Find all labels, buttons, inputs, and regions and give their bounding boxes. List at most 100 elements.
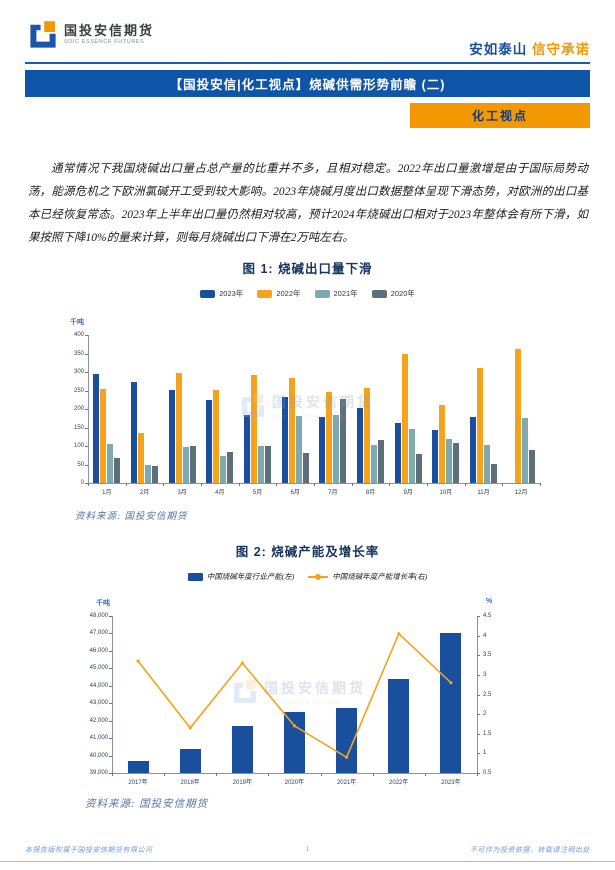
chart1-bar — [432, 430, 439, 483]
chart1-x-tick-label: 6月 — [290, 490, 300, 496]
chart1-y-tick — [85, 372, 88, 373]
chart1-bar — [206, 400, 213, 483]
chart2-right-tick-label: 2.5 — [483, 691, 492, 698]
chart2-x-tick — [112, 773, 113, 776]
chart1-bar — [528, 450, 535, 483]
chart2-x-tick-label: 2019年 — [232, 780, 253, 786]
company-name-en: SDIC ESSENCE FUTURES — [64, 39, 145, 46]
company-name: 国投安信期货 — [64, 23, 155, 39]
legend-label: 2020年 — [390, 289, 415, 298]
chart2-left-tick — [109, 650, 112, 652]
chart1-x-tick-label: 5月 — [252, 490, 263, 496]
chart1-x-tick-label: 7月 — [328, 490, 338, 496]
chart1-bar — [295, 416, 302, 483]
chart2-x-tick — [268, 773, 270, 776]
chart2-right-tick-label: 1 — [483, 750, 487, 757]
company-logo: 国投安信期货 SDIC ESSENCE FUTURES — [28, 20, 154, 50]
chart2-left-tick-label: 47,000 — [89, 630, 108, 637]
category-tag: 化工视点 — [410, 103, 590, 128]
chart2-right-tick-label: 3 — [483, 671, 487, 678]
category-tag-label: 化工视点 — [471, 109, 528, 123]
chart2-x-tick — [164, 773, 166, 776]
chart1-bar — [439, 405, 446, 483]
chart2-right-tick-label: 3.5 — [483, 652, 492, 659]
chart1-bar — [470, 417, 476, 483]
chart1-y-tick — [85, 427, 88, 429]
chart2-left-axis — [112, 616, 113, 774]
chart2-bar — [336, 708, 358, 773]
footer-copyright: 本报告版权属于国投安信期货有限公司 — [25, 846, 153, 854]
report-title-banner: 【国投安信|化工视点】烧碱供需形势前瞻 (二) — [25, 70, 590, 97]
chart1-bar — [364, 388, 370, 483]
chart1-bar — [213, 390, 220, 483]
report-title: 【国投安信|化工视点】烧碱供需形势前瞻 (二) — [169, 78, 446, 92]
chart1-bar — [415, 454, 422, 483]
chart1-bar — [100, 389, 107, 483]
chart1-bar — [258, 446, 264, 483]
chart2-x-tick — [320, 773, 322, 776]
chart2-x-tick — [216, 773, 218, 776]
chart2-left-tick — [109, 755, 112, 757]
chart2-bar — [179, 749, 201, 773]
chart1-bar — [302, 453, 309, 483]
chart2-right-tick-label: 1.5 — [483, 730, 492, 737]
legend-label: 中国烧碱年度产能增长率(右) — [332, 572, 428, 581]
chart1-x-tick-label: 2月 — [139, 490, 150, 496]
chart2-bar — [127, 761, 149, 773]
chart1-bar — [408, 429, 415, 483]
legend-label: 2023年 — [219, 289, 244, 298]
company-slogan: 安如泰山 信守承诺 — [469, 38, 590, 58]
chart1-bar — [446, 439, 453, 483]
chart1-bar — [131, 382, 137, 483]
chart1-x-tick — [201, 483, 202, 486]
chart2-right-tick-label: 2 — [483, 711, 487, 718]
chart1-x-tick — [464, 483, 466, 486]
chart2-legend: 中国烧碱年度行业产能(左) 中国烧碱年度产能增长率(右) — [0, 571, 615, 582]
chart1-bar — [107, 444, 114, 483]
chart1-bar — [265, 446, 271, 483]
chart1-y-tick — [85, 335, 88, 336]
legend-item: 2023年 — [200, 288, 243, 299]
chart1-bar — [288, 378, 295, 483]
chart1-y-tick-label: 250 — [73, 387, 84, 394]
chart1-bar — [114, 458, 121, 483]
company-logo-icon — [30, 21, 56, 48]
chart2-left-tick — [109, 738, 112, 740]
legend-swatch — [187, 572, 203, 581]
legend-item: 2022年 — [257, 288, 301, 299]
chart1-bar — [152, 466, 158, 483]
chart2-right-tick — [477, 714, 480, 716]
chart1-bar — [220, 456, 227, 483]
legend-swatch — [314, 289, 330, 298]
legend-label: 2022年 — [276, 289, 301, 298]
chart1-source-note: 资料来源: 国投安信期货 — [75, 512, 188, 522]
chart2-right-tick-label: 0.5 — [483, 770, 492, 776]
chart1-x-tick — [502, 483, 504, 486]
chart1-bar — [326, 392, 333, 483]
chart2-left-tick-label: 42,000 — [89, 717, 108, 724]
chart2-bar — [284, 712, 305, 773]
header-divider — [25, 62, 590, 64]
chart2-x-tick-label: 2023年 — [441, 780, 461, 786]
chart1-x-tick — [389, 483, 391, 486]
chart1-bar — [251, 375, 257, 483]
chart1-bar — [401, 354, 408, 483]
chart1-title: 图 1: 烧碱出口量下滑 — [242, 262, 373, 276]
chart1-bar — [182, 447, 189, 483]
chart2-right-tick-label: 4 — [483, 632, 487, 639]
footer-disclaimer: 不可作为投资依据，转载请注明出处 — [470, 846, 590, 854]
chart2-left-tick — [109, 773, 112, 774]
footer-divider — [0, 861, 615, 862]
chart1-bar — [371, 445, 377, 483]
chart1-y-tick — [85, 390, 88, 392]
chart1-y-tick — [85, 409, 88, 410]
legend-label: 2021年 — [333, 289, 358, 298]
chart1-x-tick — [351, 483, 353, 486]
chart2-right-axis-unit: % — [486, 598, 493, 605]
chart1-x-tick-label: 10月 — [439, 490, 453, 496]
chart1-bar — [168, 390, 175, 483]
chart1-bar — [319, 417, 326, 483]
chart1-y-tick — [85, 464, 88, 466]
chart1-bar — [357, 408, 363, 483]
